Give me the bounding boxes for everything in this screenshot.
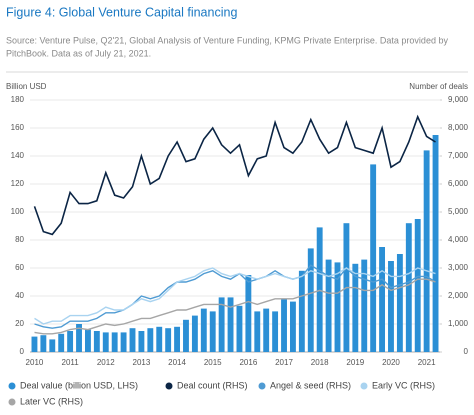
legend-marker (258, 382, 266, 390)
x-tick-label: 2013 (133, 358, 151, 367)
line-series (33, 114, 436, 236)
bar (174, 326, 181, 352)
bar (67, 331, 74, 352)
y-tick-label: 0 (20, 347, 25, 356)
bar (120, 332, 127, 352)
legend-label: Later VC (RHS) (20, 396, 83, 406)
x-tick-label: 2018 (311, 358, 329, 367)
y-tick-label: 140 (11, 151, 25, 160)
bar (396, 254, 403, 352)
bar (432, 135, 439, 352)
legend-marker (165, 382, 173, 390)
y2-tick-label: 5,000 (448, 207, 469, 216)
bar (272, 311, 279, 352)
bar (129, 328, 136, 352)
bar (254, 311, 261, 352)
x-tick-label: 2017 (275, 358, 293, 367)
bar (102, 332, 109, 352)
x-tick-label: 2021 (418, 358, 436, 367)
bar (209, 311, 216, 352)
y2-tick-label: 4,000 (448, 235, 469, 244)
bar (93, 331, 100, 352)
bar (31, 336, 38, 352)
bar (379, 247, 386, 352)
bar (370, 164, 377, 352)
y-tick-label: 80 (15, 235, 24, 244)
y2-tick-label: 9,000 (448, 95, 469, 104)
x-tick-label: 2019 (346, 358, 364, 367)
bar (281, 298, 287, 352)
bar (298, 270, 305, 352)
bar (40, 335, 47, 352)
x-tick-label: 2015 (204, 358, 222, 367)
y-tick-label: 40 (15, 291, 24, 300)
bar (147, 328, 154, 352)
bar (405, 223, 412, 352)
bar (263, 308, 270, 352)
y-axis-title: Billion USD (6, 82, 47, 91)
y2-tick-label: 2,000 (448, 291, 469, 300)
bar (325, 259, 332, 352)
bar (156, 326, 163, 352)
bar (307, 248, 314, 352)
chart-subtitle: Source: Venture Pulse, Q2'21, Global Ana… (6, 35, 448, 45)
bar (76, 324, 82, 352)
bar (183, 319, 189, 352)
chart-subtitle: PitchBook. Data as of July 21, 2021. (6, 48, 151, 58)
bar (352, 263, 359, 352)
bar (361, 259, 368, 352)
y2-axis-title: Number of deals (409, 82, 468, 91)
y-tick-label: 180 (11, 95, 25, 104)
y-tick-label: 100 (11, 207, 25, 216)
bar (84, 329, 91, 352)
y-tick-label: 60 (15, 263, 24, 272)
y2-tick-label: 1,000 (448, 319, 469, 328)
legend-label: Deal count (RHS) (177, 380, 248, 390)
bar (245, 275, 252, 352)
y2-tick-label: 0 (464, 347, 469, 356)
bar (227, 297, 234, 352)
y2-tick-label: 8,000 (448, 123, 469, 132)
legend-label: Deal value (billion USD, LHS) (20, 380, 138, 390)
y-tick-label: 20 (15, 319, 24, 328)
y-tick-label: 160 (11, 123, 25, 132)
bar (191, 315, 198, 352)
bar (49, 339, 56, 352)
legend-marker (8, 398, 16, 406)
bar (423, 150, 430, 352)
y2-tick-label: 6,000 (448, 179, 469, 188)
bar (165, 328, 172, 352)
bar (289, 301, 296, 352)
line-series (34, 278, 436, 335)
bar (334, 262, 341, 352)
x-tick-label: 2011 (62, 358, 80, 367)
line-series (34, 267, 436, 325)
y-tick-label: 120 (11, 179, 25, 188)
bar (414, 219, 421, 352)
bar (236, 305, 243, 352)
legend-label: Early VC (RHS) (372, 380, 435, 390)
bar (138, 331, 145, 352)
legend-marker (360, 382, 368, 390)
bar (200, 308, 207, 352)
bar (388, 261, 394, 352)
bar (218, 297, 225, 352)
x-tick-label: 2016 (239, 358, 257, 367)
x-tick-label: 2010 (26, 358, 44, 367)
chart-title: Figure 4: Global Venture Capital financi… (6, 5, 237, 19)
legend-marker (8, 382, 16, 390)
y2-tick-label: 7,000 (448, 151, 469, 160)
bar (58, 333, 65, 352)
x-tick-label: 2014 (168, 358, 186, 367)
x-tick-label: 2012 (97, 358, 115, 367)
line-series (34, 264, 436, 329)
y2-tick-label: 3,000 (448, 263, 469, 272)
bar (111, 332, 118, 352)
x-tick-label: 2020 (382, 358, 400, 367)
legend-label: Angel & seed (RHS) (270, 380, 351, 390)
